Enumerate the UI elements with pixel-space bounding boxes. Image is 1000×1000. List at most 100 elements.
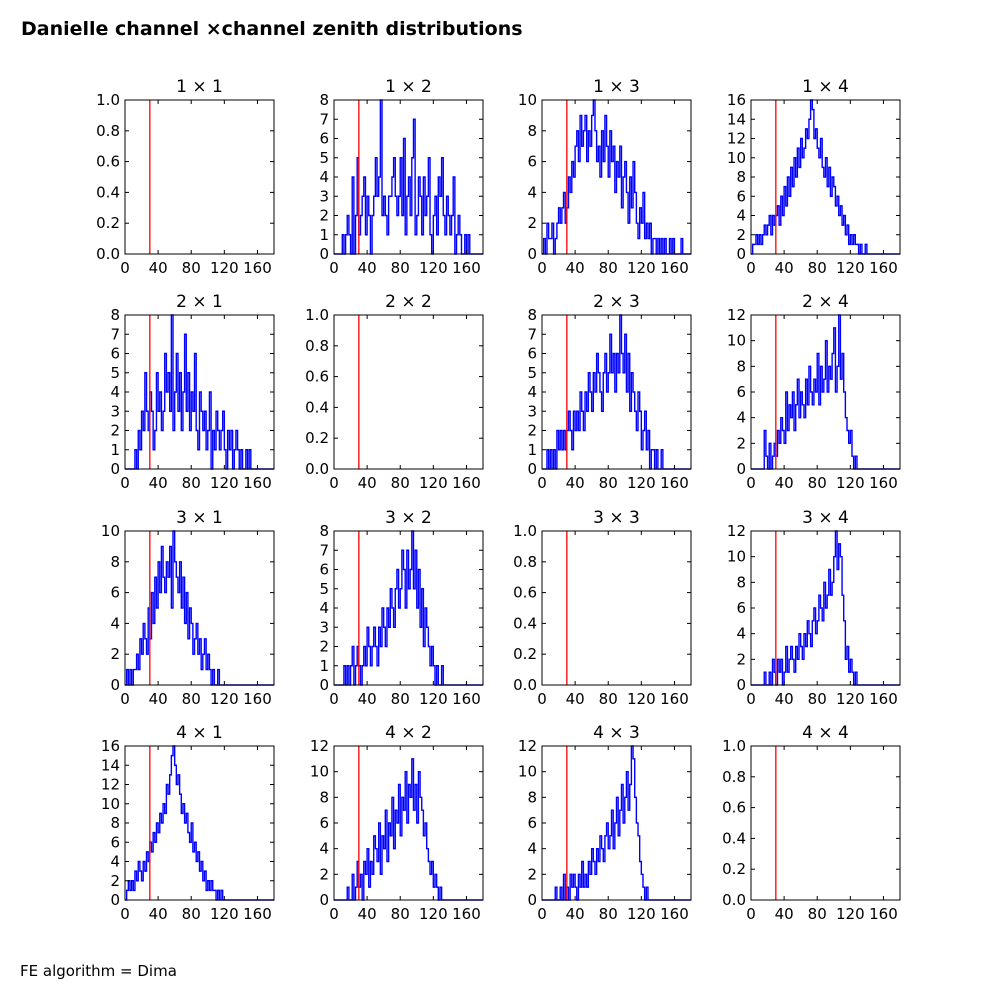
y-tick-label: 2 <box>736 226 746 244</box>
x-tick-label: 80 <box>391 474 410 492</box>
histogram-line <box>542 745 691 901</box>
subplot: 3 × 4 0 40 80 120 160 0 2 4 6 8 10 12 <box>727 508 901 708</box>
x-tick-label: 160 <box>660 690 689 708</box>
x-tick-label: 160 <box>452 690 481 708</box>
y-tick-label: 10 <box>101 795 120 813</box>
histogram-line <box>751 314 900 470</box>
y-tick-label: 6 <box>527 814 537 832</box>
y-tick-label: 0.0 <box>96 245 120 263</box>
y-tick-label: 0 <box>527 245 537 263</box>
y-tick-label: 2 <box>319 865 329 883</box>
y-tick-label: 12 <box>310 737 329 755</box>
x-tick-label: 160 <box>660 474 689 492</box>
histogram-line <box>125 745 274 901</box>
histogram-line <box>125 314 274 470</box>
y-tick-label: 2 <box>527 214 537 232</box>
x-tick-label: 120 <box>210 259 239 277</box>
y-tick-label: 10 <box>727 149 746 167</box>
x-tick-label: 120 <box>836 905 865 923</box>
y-tick-label: 0.6 <box>96 153 120 171</box>
y-tick-label: 12 <box>101 776 120 794</box>
x-tick-label: 40 <box>149 690 168 708</box>
y-tick-label: 12 <box>727 522 746 540</box>
axes-frame <box>333 314 484 470</box>
x-tick-label: 0 <box>329 690 339 708</box>
y-tick-label: 2 <box>319 207 329 225</box>
x-tick-label: 160 <box>452 474 481 492</box>
y-tick-label: 4 <box>110 853 120 871</box>
y-tick-label: 6 <box>319 130 329 148</box>
x-tick-label: 160 <box>452 259 481 277</box>
subplot: 1 × 3 0 40 80 120 160 0 2 4 6 8 10 <box>518 77 692 277</box>
y-tick-label: 6 <box>319 814 329 832</box>
y-tick-label: 3 <box>319 618 329 636</box>
x-tick-label: 160 <box>869 259 898 277</box>
x-tick-label: 40 <box>566 474 585 492</box>
x-tick-label: 40 <box>775 474 794 492</box>
y-tick-label: 0 <box>110 891 120 909</box>
y-tick-label: 5 <box>319 149 329 167</box>
histogram-line <box>334 758 483 901</box>
y-tick-label: 8 <box>736 357 746 375</box>
x-tick-label: 80 <box>599 690 618 708</box>
x-tick-label: 120 <box>419 905 448 923</box>
subplot-title: 4 × 4 <box>802 723 849 743</box>
y-tick-label: 1 <box>110 441 120 459</box>
y-tick-label: 0.2 <box>513 645 537 663</box>
y-tick-label: 4 <box>110 614 120 632</box>
x-tick-label: 0 <box>746 690 756 708</box>
subplot: 3 × 3 0 40 80 120 160 0.0 0.2 0.4 0.6 0.8 1.0 <box>513 508 692 708</box>
y-tick-label: 10 <box>518 91 537 109</box>
x-tick-label: 80 <box>599 259 618 277</box>
y-tick-label: 4 <box>527 840 537 858</box>
x-tick-label: 120 <box>210 905 239 923</box>
y-tick-label: 0.2 <box>96 214 120 232</box>
x-tick-label: 40 <box>566 905 585 923</box>
subplot-title: 1 × 1 <box>176 77 223 97</box>
x-tick-label: 160 <box>452 905 481 923</box>
y-tick-label: 4 <box>319 599 329 617</box>
y-tick-label: 0.2 <box>305 429 329 447</box>
x-tick-label: 0 <box>120 905 130 923</box>
y-tick-label: 0.8 <box>513 553 537 571</box>
y-tick-label: 5 <box>527 364 537 382</box>
y-tick-label: 1 <box>319 657 329 675</box>
axes-frame <box>124 99 275 255</box>
y-tick-label: 8 <box>110 553 120 571</box>
y-tick-label: 0 <box>319 891 329 909</box>
subplot-title: 2 × 2 <box>385 292 432 312</box>
y-tick-label: 0.6 <box>722 799 746 817</box>
y-tick-label: 4 <box>319 168 329 186</box>
y-tick-label: 2 <box>736 650 746 668</box>
x-tick-label: 160 <box>869 905 898 923</box>
subplot-title: 1 × 4 <box>802 77 849 97</box>
y-tick-label: 4 <box>527 183 537 201</box>
y-tick-label: 8 <box>527 788 537 806</box>
y-tick-label: 2 <box>319 638 329 656</box>
x-tick-label: 80 <box>391 905 410 923</box>
y-tick-label: 0.4 <box>722 829 746 847</box>
y-tick-label: 10 <box>101 522 120 540</box>
y-tick-label: 3 <box>319 187 329 205</box>
y-tick-label: 5 <box>319 580 329 598</box>
y-tick-label: 16 <box>727 91 746 109</box>
x-tick-label: 80 <box>182 259 201 277</box>
histogram-line <box>125 530 274 686</box>
axes-frame <box>750 745 901 901</box>
x-tick-label: 40 <box>358 474 377 492</box>
y-tick-label: 6 <box>110 584 120 602</box>
histogram-line <box>542 99 691 255</box>
x-tick-label: 0 <box>746 905 756 923</box>
histogram-line <box>334 530 483 686</box>
x-tick-label: 80 <box>391 690 410 708</box>
histogram-line <box>542 314 691 470</box>
y-tick-label: 10 <box>727 548 746 566</box>
y-tick-label: 8 <box>319 91 329 109</box>
y-tick-label: 0 <box>736 245 746 263</box>
y-tick-label: 0 <box>319 245 329 263</box>
y-tick-label: 7 <box>319 541 329 559</box>
